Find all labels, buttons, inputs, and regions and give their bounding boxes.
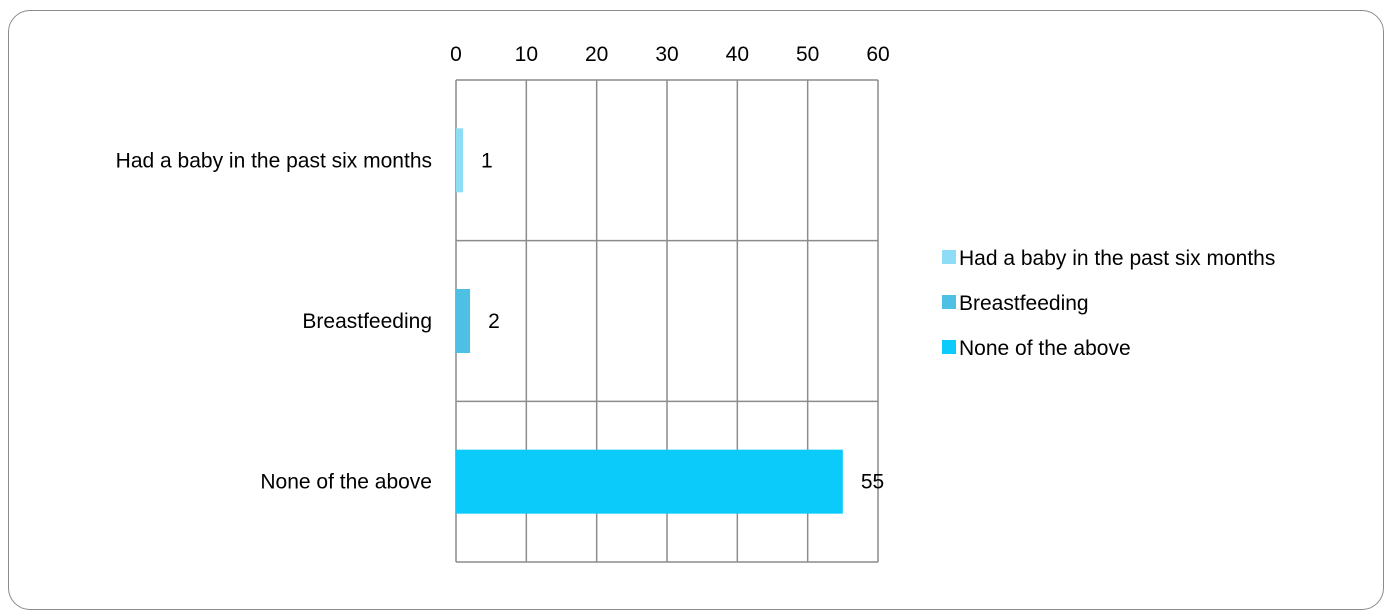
x-axis-ticks: 0 10 20 30 40 50 60 (450, 43, 890, 66)
category-label: Had a baby in the past six months (116, 149, 432, 172)
legend-label: None of the above (959, 337, 1131, 360)
x-tick-label: 60 (866, 43, 889, 66)
legend-label: Breastfeeding (959, 292, 1089, 315)
x-tick-label: 40 (726, 43, 749, 66)
data-labels: 1 2 55 (481, 149, 884, 493)
bar (456, 289, 471, 353)
legend: Had a baby in the past six months Breastf… (942, 247, 1275, 360)
legend-label: Had a baby in the past six months (959, 247, 1275, 270)
legend-swatch (942, 250, 956, 264)
category-label: None of the above (260, 471, 432, 494)
category-label: Breastfeeding (302, 310, 432, 333)
data-label: 1 (481, 149, 493, 172)
legend-swatch (942, 295, 956, 309)
bar (456, 449, 843, 514)
x-tick-label: 30 (655, 43, 678, 66)
data-label: 2 (488, 310, 500, 333)
x-tick-label: 50 (796, 43, 819, 66)
legend-swatch (942, 340, 956, 354)
bars (456, 128, 843, 514)
x-tick-label: 20 (585, 43, 608, 66)
category-labels: Had a baby in the past six months Breastf… (116, 149, 432, 493)
data-label: 55 (861, 471, 884, 494)
bar (456, 128, 464, 193)
x-tick-label: 0 (450, 43, 462, 66)
bar-chart: 0 10 20 30 40 50 60 Had a baby in the past six… (116, 43, 1275, 563)
x-tick-label: 10 (515, 43, 538, 66)
